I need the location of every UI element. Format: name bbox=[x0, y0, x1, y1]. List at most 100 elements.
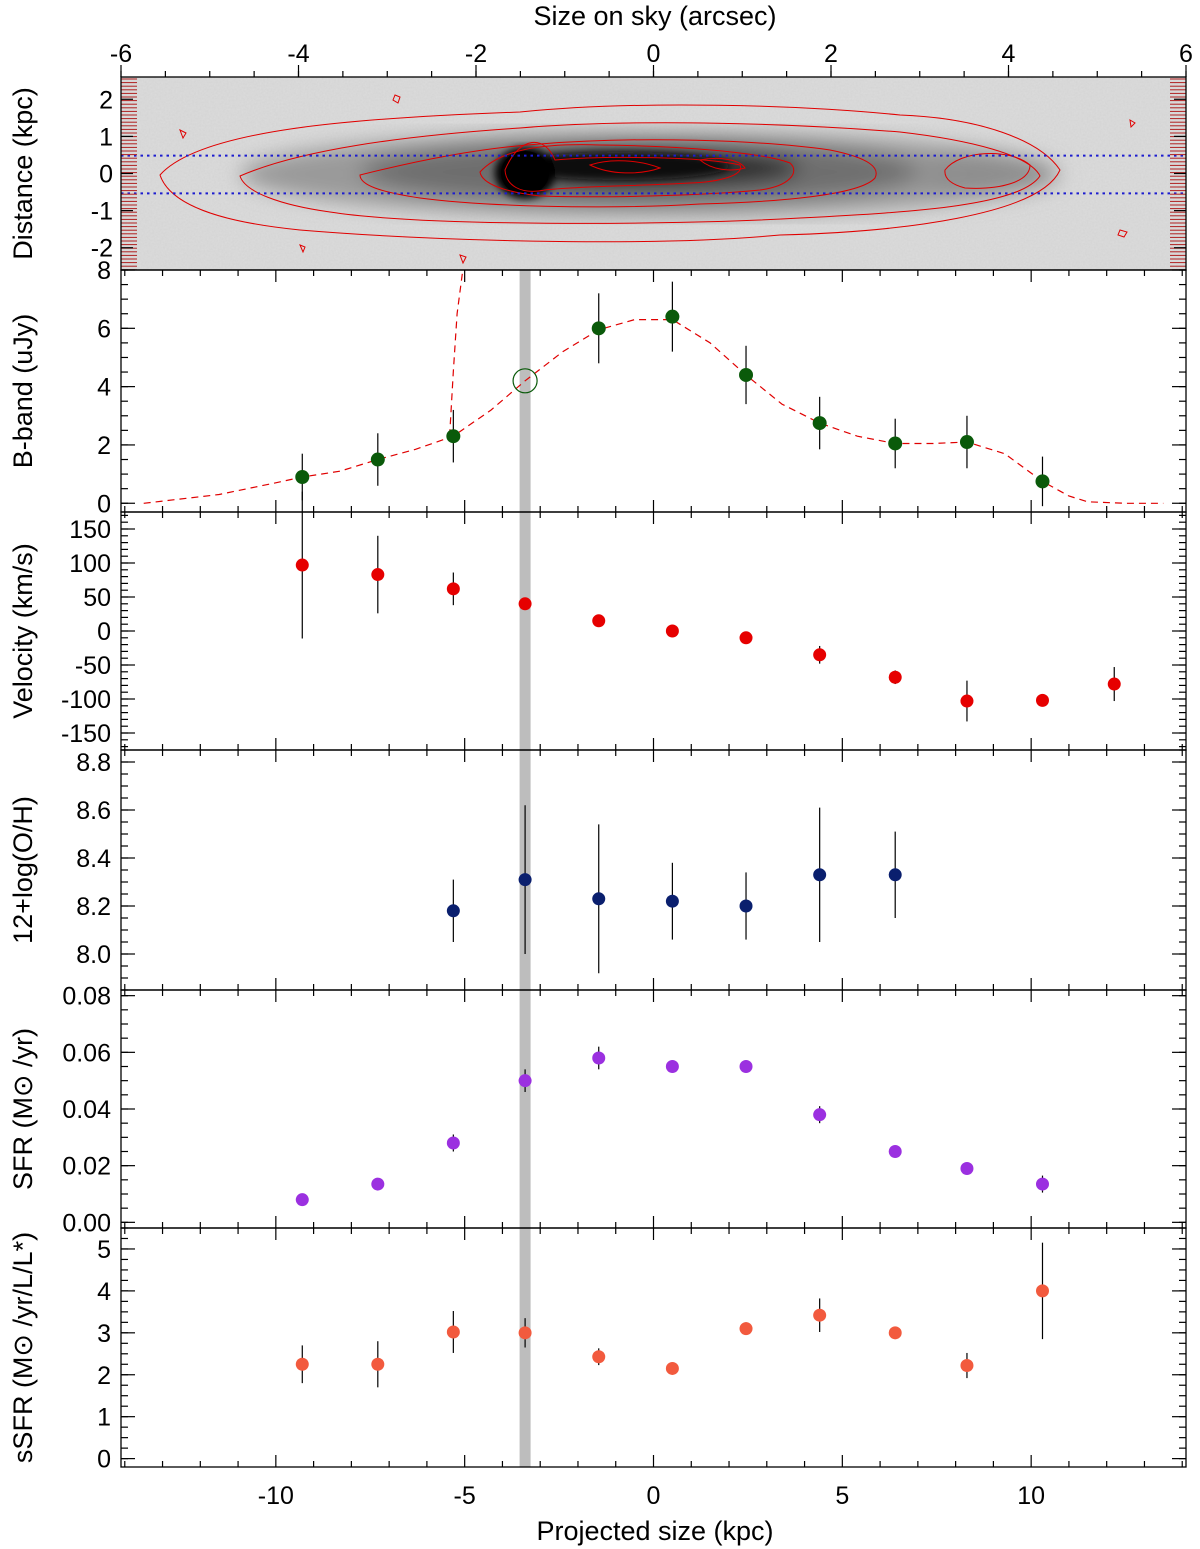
sfr-ytick-label: 0.06 bbox=[62, 1039, 111, 1067]
bband-ytick-label: 8 bbox=[97, 257, 111, 285]
sfr-point bbox=[371, 1177, 385, 1191]
image-ytick-label: 2 bbox=[99, 86, 113, 114]
velocity-point bbox=[960, 694, 974, 708]
metallicity-frame bbox=[120, 749, 1187, 991]
bband-point bbox=[888, 436, 903, 451]
velocity-ytick-label: -150 bbox=[61, 720, 111, 748]
metallicity-point bbox=[665, 894, 679, 908]
velocity-point bbox=[1035, 693, 1049, 707]
sfr-point bbox=[888, 1145, 902, 1158]
ssfr-ytick-label: 0 bbox=[97, 1446, 111, 1474]
sfr-frame bbox=[120, 989, 1187, 1229]
bband-ytick-label: 2 bbox=[97, 432, 111, 460]
metallicity-point bbox=[739, 899, 753, 913]
velocity-ytick-label: 150 bbox=[69, 516, 111, 544]
top-xtick-label: -4 bbox=[287, 40, 309, 68]
velocity-ytick-label: 50 bbox=[83, 584, 111, 612]
ssfr-frame bbox=[120, 1227, 1187, 1468]
sfr-point bbox=[665, 1060, 679, 1073]
top-xtick-label: 0 bbox=[647, 40, 661, 68]
ssfr-ytick-label: 2 bbox=[97, 1362, 111, 1390]
sfr-ytick-label: 0.02 bbox=[62, 1153, 111, 1181]
image-ytick-label: 1 bbox=[99, 123, 113, 151]
bottom-xtick-label: -10 bbox=[258, 1482, 294, 1510]
bband-point bbox=[959, 435, 974, 450]
sfr-point bbox=[813, 1108, 827, 1122]
bband-point bbox=[665, 309, 680, 324]
velocity-ytick-label: -100 bbox=[61, 686, 111, 714]
bband-open-marker bbox=[512, 368, 538, 394]
velocity-point bbox=[518, 597, 532, 611]
metallicity-point bbox=[518, 873, 532, 887]
galaxy-image-panel bbox=[121, 77, 1186, 270]
metallicity-ytick-label: 8.6 bbox=[76, 797, 111, 825]
bband-ytick-label: 4 bbox=[97, 374, 111, 402]
sfr-ytick-label: 0.08 bbox=[62, 983, 111, 1011]
bband-point bbox=[812, 416, 827, 431]
velocity-point bbox=[295, 558, 309, 572]
sfr-point bbox=[739, 1060, 753, 1073]
bband-point bbox=[591, 321, 606, 336]
bottom-axis-title: Projected size (kpc) bbox=[536, 1516, 773, 1546]
bband-point bbox=[446, 429, 461, 444]
sfr-point bbox=[295, 1193, 309, 1207]
ssfr-point bbox=[518, 1326, 532, 1340]
nucleus bbox=[501, 151, 549, 195]
ssfr-point bbox=[813, 1308, 827, 1322]
ssfr-point bbox=[295, 1357, 309, 1371]
metallicity-point bbox=[592, 892, 606, 906]
sfr-ytick-label: 0.00 bbox=[62, 1209, 111, 1237]
bband-point bbox=[1035, 474, 1050, 489]
velocity-point bbox=[446, 582, 460, 596]
metallicity-ytick-label: 8.4 bbox=[76, 845, 111, 873]
velocity-ytick-label: -50 bbox=[75, 652, 111, 680]
bottom-xtick-label: 10 bbox=[1017, 1482, 1045, 1510]
sfr-point bbox=[592, 1051, 606, 1065]
velocity-point bbox=[371, 568, 385, 582]
ssfr-point bbox=[888, 1326, 902, 1340]
bband-nucleus-profile bbox=[449, 269, 464, 437]
bband-ytick-label: 6 bbox=[97, 315, 111, 343]
sfr-point bbox=[518, 1074, 532, 1088]
metallicity-ylabel: 12+log(O/H) bbox=[8, 796, 38, 944]
top-xtick-label: -6 bbox=[110, 40, 132, 68]
velocity-ylabel: Velocity (km/s) bbox=[8, 543, 38, 719]
bband-point bbox=[295, 470, 310, 485]
velocity-point bbox=[592, 614, 606, 628]
data-layer bbox=[143, 269, 1164, 1388]
sfr-point bbox=[1035, 1177, 1049, 1191]
top-xtick-label: 6 bbox=[1179, 40, 1193, 68]
ssfr-ytick-label: 3 bbox=[97, 1320, 111, 1348]
bband-point bbox=[370, 452, 385, 467]
velocity-frame bbox=[120, 511, 1187, 751]
image-ytick-label: 0 bbox=[99, 161, 113, 189]
ssfr-ytick-label: 5 bbox=[97, 1236, 111, 1264]
sfr-ylabel: SFR (M⊙ /yr) bbox=[8, 1028, 38, 1190]
image-ytick-label: -2 bbox=[91, 235, 113, 263]
sfr-point bbox=[446, 1136, 460, 1150]
ssfr-point bbox=[592, 1350, 606, 1364]
metallicity-ytick-label: 8.8 bbox=[76, 749, 111, 777]
metallicity-point bbox=[446, 904, 460, 918]
flux-contours bbox=[159, 94, 1136, 265]
sfr-ytick-label: 0.04 bbox=[62, 1096, 111, 1124]
bottom-xtick-label: -5 bbox=[454, 1482, 476, 1510]
sfr-point bbox=[960, 1162, 974, 1175]
ssfr-point bbox=[739, 1322, 753, 1336]
bottom-xtick-label: 0 bbox=[647, 1482, 661, 1510]
bband-frame bbox=[120, 269, 1187, 513]
velocity-point bbox=[813, 648, 827, 662]
ssfr-point bbox=[446, 1325, 460, 1339]
velocity-ytick-label: 0 bbox=[97, 618, 111, 646]
ssfr-point bbox=[665, 1361, 679, 1375]
velocity-point bbox=[1107, 677, 1121, 691]
velocity-point bbox=[739, 631, 753, 645]
image-ylabel: Distance (kpc) bbox=[8, 87, 38, 260]
ssfr-point bbox=[371, 1357, 385, 1371]
top-xtick-label: 2 bbox=[824, 40, 838, 68]
metallicity-point bbox=[888, 868, 902, 882]
ssfr-point bbox=[1035, 1284, 1049, 1298]
metallicity-ytick-label: 8.2 bbox=[76, 893, 111, 921]
